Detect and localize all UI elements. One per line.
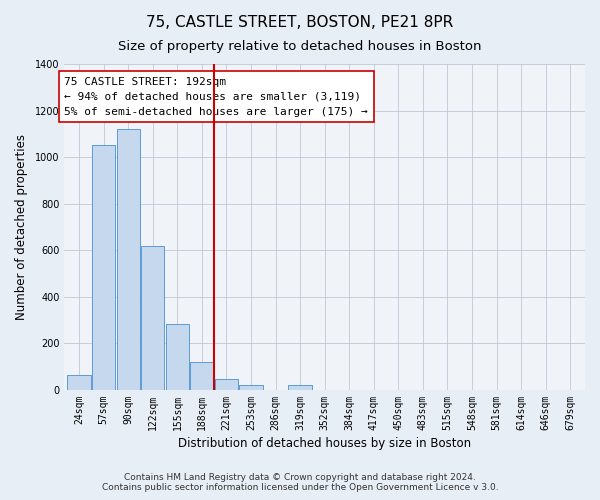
Text: Size of property relative to detached houses in Boston: Size of property relative to detached ho… <box>118 40 482 53</box>
Bar <box>215 380 238 390</box>
Bar <box>92 146 115 390</box>
Text: 75 CASTLE STREET: 192sqm
← 94% of detached houses are smaller (3,119)
5% of semi: 75 CASTLE STREET: 192sqm ← 94% of detach… <box>64 77 368 116</box>
Bar <box>190 362 214 390</box>
Y-axis label: Number of detached properties: Number of detached properties <box>15 134 28 320</box>
X-axis label: Distribution of detached houses by size in Boston: Distribution of detached houses by size … <box>178 437 471 450</box>
Bar <box>67 375 91 390</box>
Bar <box>166 324 189 390</box>
Bar <box>141 246 164 390</box>
Bar <box>116 129 140 390</box>
Text: 75, CASTLE STREET, BOSTON, PE21 8PR: 75, CASTLE STREET, BOSTON, PE21 8PR <box>146 15 454 30</box>
Bar <box>239 386 263 390</box>
Bar <box>289 386 312 390</box>
Text: Contains HM Land Registry data © Crown copyright and database right 2024.
Contai: Contains HM Land Registry data © Crown c… <box>101 473 499 492</box>
